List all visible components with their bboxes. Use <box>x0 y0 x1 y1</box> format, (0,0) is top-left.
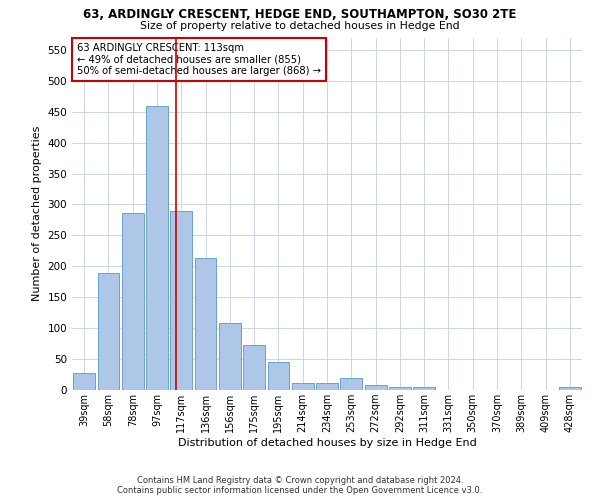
Bar <box>292 382 314 390</box>
Bar <box>389 387 411 390</box>
Bar <box>73 372 95 390</box>
Bar <box>316 383 338 390</box>
Bar <box>122 212 143 390</box>
Text: Contains HM Land Registry data © Crown copyright and database right 2024.
Contai: Contains HM Land Registry data © Crown c… <box>118 476 482 495</box>
Y-axis label: Number of detached properties: Number of detached properties <box>32 126 42 302</box>
Bar <box>170 210 192 390</box>
Text: 63, ARDINGLY CRESCENT, HEDGE END, SOUTHAMPTON, SO30 2TE: 63, ARDINGLY CRESCENT, HEDGE END, SOUTHA… <box>83 8 517 20</box>
Bar <box>219 323 241 390</box>
Bar <box>340 378 362 390</box>
Bar <box>97 272 119 390</box>
Bar <box>146 106 168 390</box>
Bar <box>559 387 581 390</box>
Text: 63 ARDINGLY CRESCENT: 113sqm
← 49% of detached houses are smaller (855)
50% of s: 63 ARDINGLY CRESCENT: 113sqm ← 49% of de… <box>77 43 321 76</box>
Bar <box>243 345 265 390</box>
Bar <box>365 385 386 390</box>
Bar <box>268 362 289 390</box>
Bar <box>194 258 217 390</box>
X-axis label: Distribution of detached houses by size in Hedge End: Distribution of detached houses by size … <box>178 438 476 448</box>
Text: Size of property relative to detached houses in Hedge End: Size of property relative to detached ho… <box>140 21 460 31</box>
Bar <box>413 387 435 390</box>
